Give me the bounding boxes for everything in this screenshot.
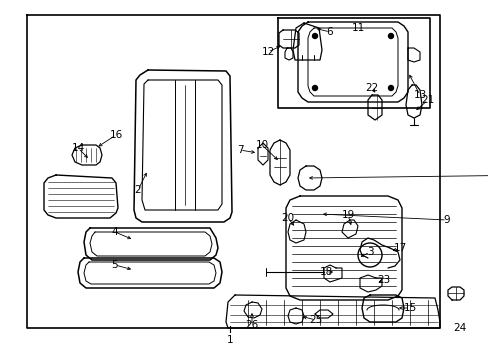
Text: 22: 22 (365, 83, 378, 93)
Text: 19: 19 (341, 210, 354, 220)
Text: 15: 15 (403, 303, 416, 313)
Text: 6: 6 (326, 27, 333, 37)
Text: 4: 4 (111, 227, 118, 237)
Text: 13: 13 (412, 90, 426, 100)
Text: 1: 1 (226, 335, 233, 345)
Text: 24: 24 (452, 323, 466, 333)
Text: 20: 20 (281, 213, 294, 223)
Text: 21: 21 (421, 95, 434, 105)
Circle shape (387, 33, 393, 39)
Text: 26: 26 (245, 320, 258, 330)
Text: 12: 12 (261, 47, 274, 57)
Text: 2: 2 (134, 185, 141, 195)
Text: 5: 5 (111, 260, 118, 270)
Text: 17: 17 (392, 243, 406, 253)
Text: 25: 25 (309, 315, 322, 325)
Text: 18: 18 (319, 267, 332, 277)
Text: 11: 11 (351, 23, 364, 33)
Circle shape (387, 85, 393, 90)
Text: 14: 14 (71, 143, 84, 153)
Text: 23: 23 (377, 275, 390, 285)
Text: 7: 7 (236, 145, 243, 155)
Text: 9: 9 (443, 215, 449, 225)
Circle shape (312, 85, 317, 90)
Text: 10: 10 (255, 140, 268, 150)
Text: 3: 3 (366, 247, 372, 257)
Text: 16: 16 (109, 130, 122, 140)
Circle shape (312, 33, 317, 39)
